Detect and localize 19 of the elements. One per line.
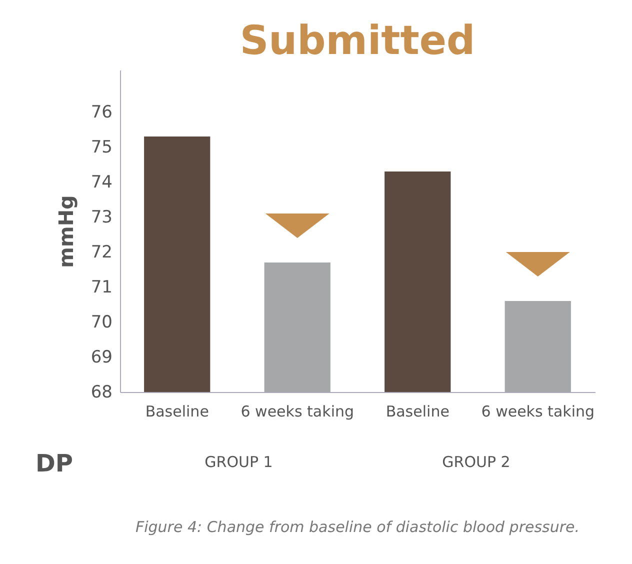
y-tick-label: 68 (90, 382, 112, 402)
text: GROUP 1 (204, 453, 273, 471)
y-tick-label: 71 (90, 278, 112, 298)
x-tick-label: Baseline (145, 402, 209, 420)
x-tick-label: Baseline (386, 402, 450, 420)
y-tick-label: 74 (90, 172, 112, 192)
x-tick-label: 6 weeks taking (481, 402, 595, 420)
y-tick-label: 72 (90, 242, 112, 262)
chart-title: Submitted (240, 18, 476, 64)
y-tick-label: 69 (90, 348, 112, 368)
y-axis-title: mmHg (54, 195, 78, 268)
y-tick-label: 76 (90, 102, 112, 122)
y-tick-label: 75 (90, 138, 112, 158)
x-tick-label: 6 weeks taking (240, 402, 354, 420)
y-tick-label: 73 (90, 208, 112, 228)
caption: Figure 4: Change from baseline of diastolic blood pressure. (135, 518, 580, 536)
y-tick-label: 70 (90, 312, 112, 332)
x-axis-title: DP (36, 450, 74, 478)
text: GROUP 2 (442, 453, 510, 471)
